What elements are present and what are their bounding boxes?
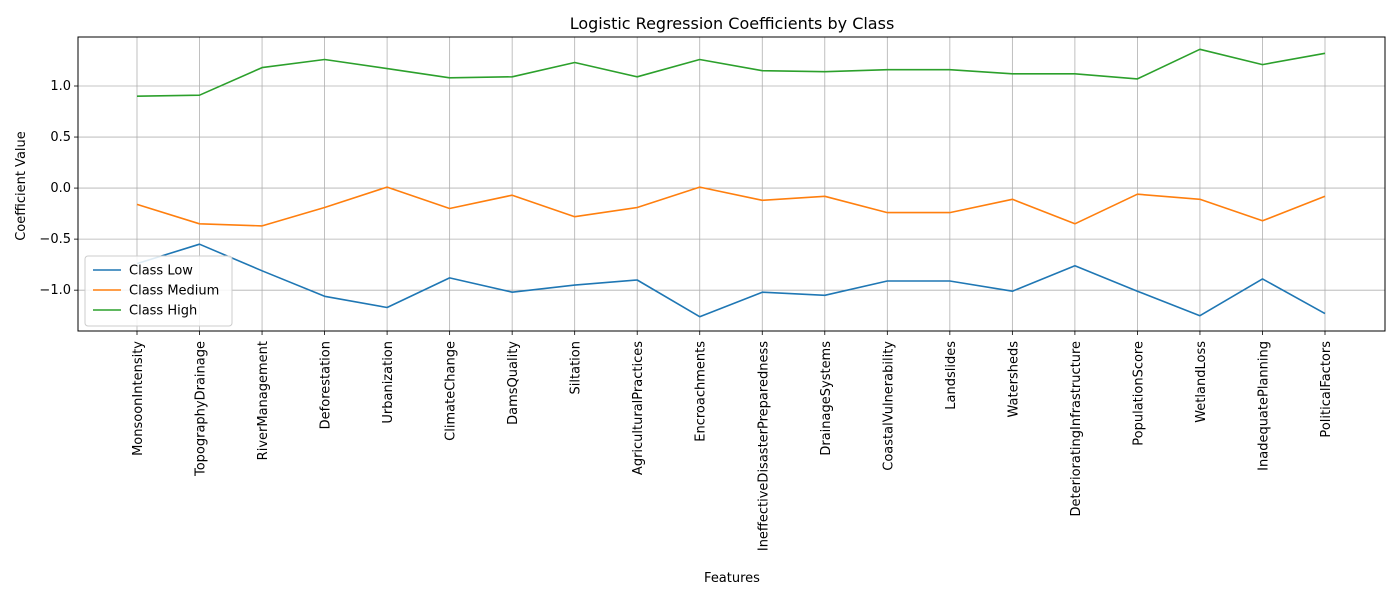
x-axis: MonsoonIntensity TopographyDrainage RiverM…: [131, 331, 1334, 551]
x-tick-label: Watersheds: [1006, 341, 1021, 418]
legend-label: Class Medium: [129, 284, 219, 299]
y-tick-label: −1.0: [39, 283, 71, 298]
x-tick-label: CoastalVulnerability: [881, 341, 896, 471]
x-tick-label: AgriculturalPractices: [631, 341, 646, 475]
x-tick-label: Urbanization: [381, 341, 396, 424]
x-tick-label: MonsoonIntensity: [131, 341, 146, 456]
series-line-class-low: [136, 243, 1326, 318]
x-tick-label: Deforestation: [319, 341, 334, 429]
y-tick-label: 1.0: [50, 79, 71, 94]
chart-title: Logistic Regression Coefficients by Clas…: [570, 14, 895, 33]
y-tick-label: −0.5: [39, 232, 71, 247]
x-tick-label: RiverManagement: [256, 341, 271, 460]
series-line-class-medium: [136, 186, 1326, 227]
y-tick-label: 0.0: [50, 181, 71, 196]
legend-label: Class High: [129, 304, 197, 319]
x-axis-label: Features: [704, 571, 760, 586]
series-line-class-high: [136, 48, 1326, 97]
series-group: [136, 48, 1326, 318]
x-tick-label: Siltation: [569, 341, 584, 394]
x-tick-label: ClimateChange: [444, 341, 459, 441]
y-tick-label: 0.5: [50, 130, 71, 145]
y-axis-label: Coefficient Value: [14, 131, 29, 241]
legend-box: [84, 255, 233, 327]
x-tick-label: WetlandLoss: [1194, 341, 1209, 423]
legend-label: Class Low: [129, 264, 193, 279]
legend: Class Low Class Medium Class High: [84, 255, 233, 327]
y-axis: −1.0 −0.5 0.0 0.5 1.0: [39, 79, 78, 298]
x-tick-label: DeterioratingInfrastructure: [1069, 341, 1084, 516]
x-tick-label: TopographyDrainage: [194, 341, 209, 477]
x-tick-label: IneffectiveDisasterPreparedness: [756, 341, 771, 551]
x-tick-label: DamsQuality: [506, 341, 521, 425]
x-tick-label: PoliticalFactors: [1319, 341, 1334, 438]
x-tick-label: Landslides: [944, 341, 959, 410]
axes-frame: [77, 36, 1386, 332]
x-tick-label: Encroachments: [694, 341, 709, 442]
x-tick-label: InadequatePlanning: [1256, 341, 1271, 471]
x-tick-label: PopulationScore: [1131, 341, 1146, 446]
x-tick-label: DrainageSystems: [819, 341, 834, 456]
grid: [78, 37, 1385, 331]
